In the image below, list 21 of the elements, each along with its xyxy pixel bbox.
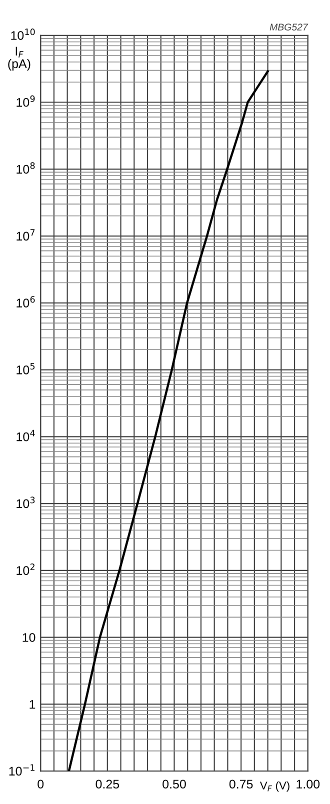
- y-axis-title: I$_{F}$ (pA): [8, 46, 30, 71]
- y-tick-label: 10$^{5}$: [16, 363, 35, 374]
- y-tick-label: 10$^{8}$: [16, 162, 35, 174]
- text: MBG527: [270, 24, 308, 31]
- y-tick-label: 10$^{10}$: [11, 28, 35, 40]
- y-tick-label: 10: [22, 633, 36, 642]
- x-tick-label: 1.00: [296, 780, 320, 789]
- x-axis-title: V$_{F}$ (V): [260, 781, 290, 792]
- x-tick-label: 0.25: [96, 780, 120, 789]
- y-tick-label: 10$^{2}$: [16, 564, 34, 575]
- line-series: [68, 70, 269, 772]
- x-tick-label: 0: [38, 780, 44, 789]
- y-tick-label: 10$^{4}$: [16, 430, 35, 442]
- y-tick-label: 10$^{7}$: [16, 229, 35, 241]
- y-tick-label: 10$^{6}$: [16, 296, 35, 308]
- x-tick-label: 0.50: [162, 780, 186, 789]
- y-tick-label: 1: [30, 700, 36, 709]
- y-tick-label: 10$^{−1}$: [9, 764, 34, 776]
- x-tick-label: 0.75: [229, 780, 253, 789]
- y-tick-label: 10$^{3}$: [16, 496, 35, 508]
- y-tick-label: 10$^{9}$: [16, 95, 35, 107]
